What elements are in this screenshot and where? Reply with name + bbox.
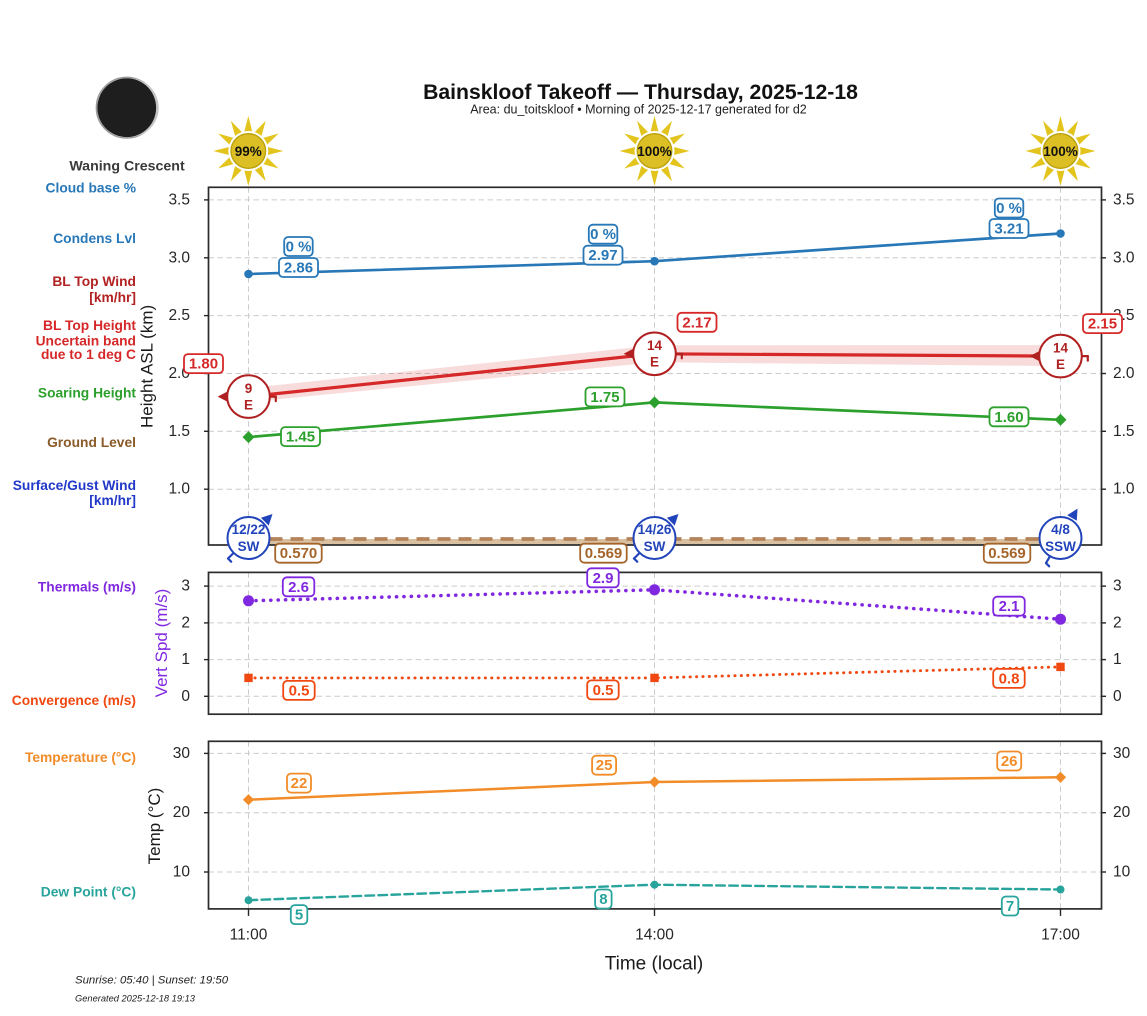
svg-text:10: 10	[1113, 864, 1131, 881]
svg-text:30: 30	[1113, 745, 1131, 762]
svg-text:20: 20	[173, 804, 191, 821]
svg-text:1.5: 1.5	[168, 423, 190, 440]
svg-text:5: 5	[295, 907, 303, 924]
svg-text:0: 0	[1113, 688, 1122, 705]
svg-text:0.8: 0.8	[999, 670, 1020, 687]
svg-text:10: 10	[173, 864, 191, 881]
svg-text:2.5: 2.5	[168, 307, 190, 324]
svg-text:Area: du_toitskloof • Morning: Area: du_toitskloof • Morning of 2025-12…	[470, 103, 807, 117]
svg-text:0.570: 0.570	[280, 545, 318, 562]
svg-text:Condens Lvl: Condens Lvl	[53, 231, 136, 246]
svg-text:14: 14	[647, 338, 663, 353]
svg-text:3.21: 3.21	[994, 221, 1023, 238]
svg-text:BL Top Height: BL Top Height	[43, 318, 136, 333]
svg-text:0.569: 0.569	[585, 545, 623, 562]
svg-text:4/8: 4/8	[1051, 522, 1070, 537]
svg-text:Temperature (°C): Temperature (°C)	[25, 750, 136, 765]
svg-text:2: 2	[1113, 614, 1122, 631]
svg-text:9: 9	[245, 381, 253, 396]
svg-text:Cloud base %: Cloud base %	[46, 181, 136, 196]
svg-text:3: 3	[181, 578, 190, 595]
svg-text:2.86: 2.86	[284, 260, 313, 277]
svg-text:1.0: 1.0	[168, 481, 190, 498]
svg-text:14:00: 14:00	[635, 927, 674, 944]
svg-text:7: 7	[1006, 898, 1014, 915]
svg-text:0 %: 0 %	[996, 200, 1022, 217]
svg-text:99%: 99%	[235, 144, 262, 159]
svg-text:22: 22	[291, 775, 308, 792]
svg-text:3.0: 3.0	[1113, 249, 1135, 266]
svg-text:2.0: 2.0	[1113, 365, 1135, 382]
svg-text:1.80: 1.80	[189, 356, 218, 373]
svg-text:1.75: 1.75	[590, 389, 619, 406]
svg-text:[km/hr]: [km/hr]	[89, 493, 136, 508]
svg-text:Height ASL (km): Height ASL (km)	[138, 305, 157, 428]
svg-text:1.0: 1.0	[1113, 481, 1135, 498]
svg-text:3.5: 3.5	[168, 191, 190, 208]
svg-text:8: 8	[599, 891, 607, 908]
svg-text:1.45: 1.45	[286, 429, 315, 446]
svg-text:E: E	[1056, 357, 1065, 372]
svg-text:2.15: 2.15	[1088, 316, 1117, 333]
svg-text:due to 1 deg C: due to 1 deg C	[41, 347, 136, 362]
svg-text:Dew Point (°C): Dew Point (°C)	[41, 885, 136, 900]
svg-text:100%: 100%	[637, 144, 672, 159]
svg-text:Thermals (m/s): Thermals (m/s)	[38, 580, 136, 595]
svg-text:14/26: 14/26	[638, 522, 672, 537]
svg-text:2.17: 2.17	[682, 314, 711, 331]
svg-text:Ground Level: Ground Level	[47, 435, 136, 450]
svg-text:0: 0	[181, 688, 190, 705]
svg-text:11:00: 11:00	[230, 927, 268, 944]
svg-text:Uncertain band: Uncertain band	[36, 333, 136, 348]
svg-text:SW: SW	[238, 539, 260, 554]
svg-text:SW: SW	[644, 539, 666, 554]
svg-text:3: 3	[1113, 578, 1122, 595]
svg-text:E: E	[650, 355, 659, 370]
svg-text:Sunrise: 05:40 | Sunset: 19:50: Sunrise: 05:40 | Sunset: 19:50	[75, 975, 229, 987]
svg-text:0 %: 0 %	[286, 239, 312, 256]
svg-text:Waning Crescent: Waning Crescent	[69, 159, 185, 175]
svg-text:SSW: SSW	[1045, 539, 1076, 554]
svg-text:2.97: 2.97	[588, 247, 617, 264]
svg-text:Convergence (m/s): Convergence (m/s)	[12, 693, 136, 708]
svg-text:17:00: 17:00	[1041, 927, 1080, 944]
svg-text:2.6: 2.6	[288, 579, 309, 596]
svg-text:BL Top Wind: BL Top Wind	[52, 274, 136, 289]
svg-text:Vert Spd (m/s): Vert Spd (m/s)	[152, 589, 171, 698]
svg-text:3.5: 3.5	[1113, 191, 1135, 208]
svg-text:14: 14	[1053, 340, 1069, 355]
svg-text:2.9: 2.9	[593, 570, 614, 587]
svg-text:Generated 2025-12-18 19:13: Generated 2025-12-18 19:13	[75, 994, 196, 1004]
svg-text:Time (local): Time (local)	[605, 953, 704, 974]
svg-text:12/22: 12/22	[232, 522, 266, 537]
svg-text:Bainskloof Takeoff — Thursday,: Bainskloof Takeoff — Thursday, 2025-12-1…	[423, 81, 858, 104]
svg-text:30: 30	[173, 745, 191, 762]
svg-text:0 %: 0 %	[590, 226, 616, 243]
svg-text:1: 1	[181, 651, 190, 668]
svg-text:25: 25	[596, 757, 613, 774]
svg-text:100%: 100%	[1043, 144, 1078, 159]
svg-text:2.1: 2.1	[999, 598, 1020, 615]
svg-text:Soaring Height: Soaring Height	[38, 385, 137, 400]
svg-text:E: E	[244, 397, 253, 412]
svg-text:Temp (°C): Temp (°C)	[145, 788, 164, 865]
svg-text:0.5: 0.5	[289, 682, 310, 699]
svg-text:3.0: 3.0	[168, 249, 190, 266]
svg-text:26: 26	[1001, 753, 1018, 770]
svg-text:1.5: 1.5	[1113, 423, 1135, 440]
svg-text:1.60: 1.60	[994, 409, 1023, 426]
svg-text:0.569: 0.569	[988, 545, 1026, 562]
svg-text:20: 20	[1113, 804, 1131, 821]
svg-text:1: 1	[1113, 651, 1122, 668]
svg-text:[km/hr]: [km/hr]	[89, 290, 136, 305]
svg-text:2: 2	[181, 614, 190, 631]
svg-text:0.5: 0.5	[593, 682, 614, 699]
svg-text:Surface/Gust Wind: Surface/Gust Wind	[13, 478, 136, 493]
